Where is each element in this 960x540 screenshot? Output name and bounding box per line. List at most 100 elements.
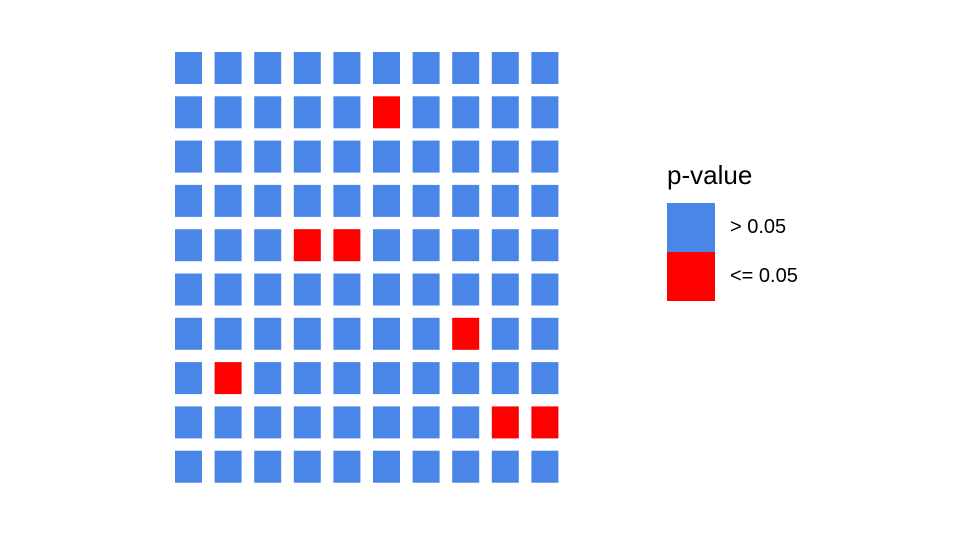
waffle-cell-r2-c5 [333, 96, 361, 129]
waffle-cell-r4-c5 [333, 184, 361, 217]
waffle-cell-r10-c8 [452, 450, 480, 483]
waffle-cell-r8-c7 [412, 362, 440, 395]
waffle-cell-r6-c2 [214, 273, 242, 306]
waffle-cell-r7-c6 [373, 317, 400, 350]
waffle-cell-r7-c3 [254, 317, 282, 350]
waffle-cell-r3-c9 [491, 140, 519, 173]
legend-item-above-threshold: > 0.05 [667, 203, 798, 252]
waffle-cell-r2-c9 [491, 96, 519, 129]
waffle-cell-r2-c10 [531, 96, 559, 129]
waffle-cell-r7-c10 [531, 317, 559, 350]
waffle-cell-r7-c2 [214, 317, 242, 350]
waffle-cell-r1-c4 [293, 52, 321, 84]
waffle-cell-r3-c7 [412, 140, 440, 173]
waffle-cell-r1-c10 [531, 52, 559, 84]
waffle-cell-r10-c6 [373, 450, 400, 483]
legend-label-above-threshold: > 0.05 [730, 216, 787, 238]
waffle-cell-r5-c6 [373, 229, 400, 262]
waffle-cell-r3-c3 [254, 140, 282, 173]
waffle-cell-r4-c6 [373, 184, 400, 217]
waffle-cell-r7-c9 [491, 317, 519, 350]
waffle-cell-r1-c9 [491, 52, 519, 84]
waffle-cell-r4-c1 [175, 184, 202, 217]
waffle-cell-r6-c5 [333, 273, 361, 306]
waffle-cell-r6-c6 [373, 273, 400, 306]
waffle-cell-r6-c3 [254, 273, 282, 306]
waffle-cell-r3-c10 [531, 140, 559, 173]
waffle-cell-r9-c5 [333, 406, 361, 439]
waffle-cell-r8-c9 [491, 362, 519, 395]
waffle-cell-r2-c8 [452, 96, 480, 129]
waffle-cell-r2-c3 [254, 96, 282, 129]
waffle-cell-r1-c2 [214, 52, 242, 84]
waffle-cell-r10-c1 [175, 450, 202, 483]
waffle-cell-r3-c8 [452, 140, 480, 173]
waffle-cell-r8-c4 [293, 362, 321, 395]
waffle-cell-r10-c3 [254, 450, 282, 483]
waffle-cell-r2-c4 [293, 96, 321, 129]
waffle-cell-r2-c6 [373, 96, 400, 129]
waffle-cell-r10-c2 [214, 450, 242, 483]
waffle-cell-r6-c1 [175, 273, 202, 306]
waffle-cell-r10-c7 [412, 450, 440, 483]
waffle-cell-r5-c5 [333, 229, 361, 262]
waffle-cell-r4-c7 [412, 184, 440, 217]
waffle-cell-r2-c1 [175, 96, 202, 129]
waffle-cell-r7-c7 [412, 317, 440, 350]
legend-key-significant [667, 252, 715, 301]
waffle-cell-r3-c6 [373, 140, 400, 173]
waffle-cell-r9-c3 [254, 406, 282, 439]
waffle-cell-r10-c5 [333, 450, 361, 483]
waffle-cell-r4-c9 [491, 184, 519, 217]
waffle-cell-r3-c5 [333, 140, 361, 173]
waffle-cell-r3-c4 [293, 140, 321, 173]
waffle-cell-r8-c8 [452, 362, 480, 395]
waffle-cell-r10-c4 [293, 450, 321, 483]
waffle-cell-r9-c8 [452, 406, 480, 439]
waffle-cell-r4-c8 [452, 184, 480, 217]
waffle-cell-r1-c7 [412, 52, 440, 84]
waffle-cell-r9-c6 [373, 406, 400, 439]
waffle-cell-r8-c5 [333, 362, 361, 395]
waffle-cell-r1-c1 [175, 52, 202, 84]
waffle-cell-r6-c10 [531, 273, 559, 306]
waffle-cell-r5-c7 [412, 229, 440, 262]
waffle-cell-r3-c2 [214, 140, 242, 173]
legend-item-significant: <= 0.05 [667, 252, 798, 301]
waffle-cell-r8-c3 [254, 362, 282, 395]
waffle-cell-r7-c1 [175, 317, 202, 350]
waffle-cell-r5-c9 [491, 229, 519, 262]
waffle-cell-r3-c1 [175, 140, 202, 173]
legend: p-value > 0.05 <= 0.05 [667, 160, 798, 301]
legend-key-above-threshold [667, 203, 715, 252]
waffle-cell-r1-c3 [254, 52, 282, 84]
waffle-cell-r7-c5 [333, 317, 361, 350]
waffle-cell-r4-c3 [254, 184, 282, 217]
waffle-cell-r9-c10 [531, 406, 559, 439]
waffle-cell-r5-c3 [254, 229, 282, 262]
waffle-cell-r5-c2 [214, 229, 242, 262]
waffle-cell-r9-c1 [175, 406, 202, 439]
waffle-cell-r6-c4 [293, 273, 321, 306]
waffle-cell-r6-c9 [491, 273, 519, 306]
waffle-cell-r9-c7 [412, 406, 440, 439]
waffle-cell-r7-c8 [452, 317, 480, 350]
waffle-cell-r8-c2 [214, 362, 242, 395]
waffle-cell-r4-c4 [293, 184, 321, 217]
waffle-cell-r10-c10 [531, 450, 559, 483]
waffle-cell-r4-c10 [531, 184, 559, 217]
legend-title: p-value [667, 160, 753, 190]
waffle-cell-r1-c5 [333, 52, 361, 84]
waffle-cell-r5-c10 [531, 229, 559, 262]
waffle-cell-r5-c8 [452, 229, 480, 262]
waffle-cell-r4-c2 [214, 184, 242, 217]
waffle-cell-r8-c6 [373, 362, 400, 395]
waffle-cell-r10-c9 [491, 450, 519, 483]
waffle-cell-r8-c1 [175, 362, 202, 395]
waffle-cell-r6-c7 [412, 273, 440, 306]
waffle-cell-r9-c9 [491, 406, 519, 439]
waffle-cell-r6-c8 [452, 273, 480, 306]
waffle-cell-r7-c4 [293, 317, 321, 350]
